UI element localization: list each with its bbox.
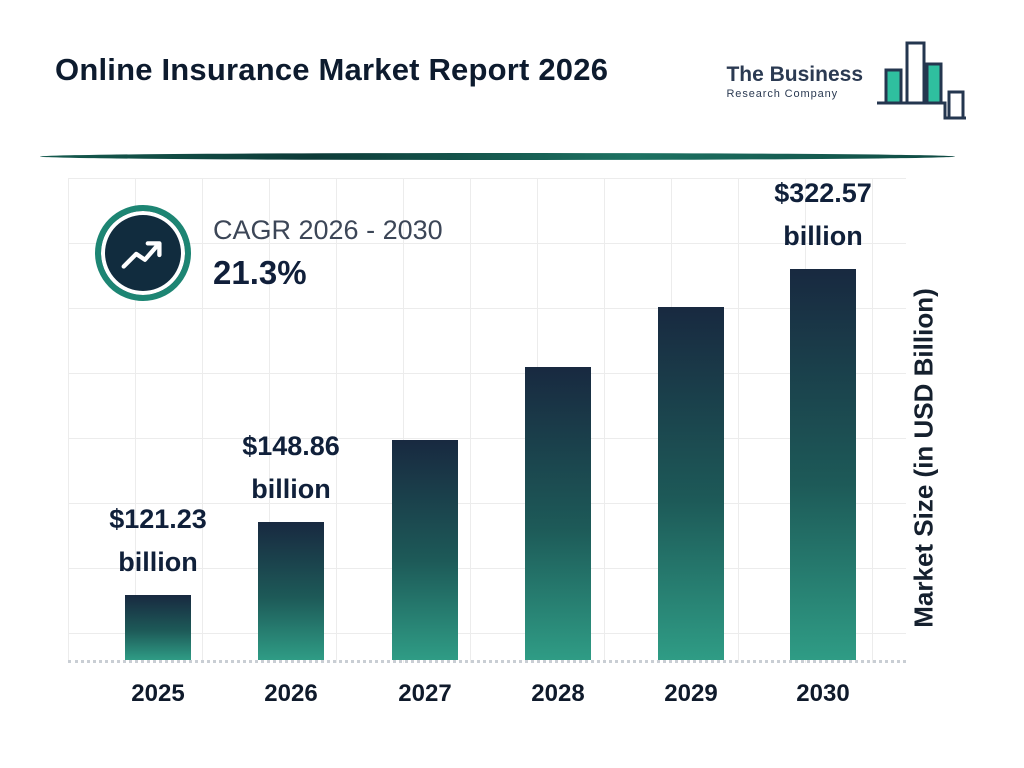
x-axis-tick-label: 2025 — [131, 680, 185, 707]
bar-value-line1: $322.57 — [774, 177, 872, 208]
bar-value-label: $121.23 billion — [43, 498, 273, 585]
bar-value-line2: billion — [118, 547, 198, 578]
x-axis-tick-label: 2029 — [664, 680, 718, 707]
logo-barchart-icon — [877, 41, 966, 120]
bar — [125, 595, 191, 660]
cagr-value: 21.3% — [213, 253, 307, 291]
trending-up-icon — [95, 205, 191, 301]
bar-group: $148.86 billion 2026 — [242, 178, 340, 707]
page-title: Online Insurance Market Report 2026 — [55, 52, 609, 87]
bar — [392, 440, 458, 660]
bar-group: 2027 — [392, 178, 458, 707]
company-logo: The Business Research Company — [726, 40, 969, 122]
bar-group: $121.23 billion 2025 — [109, 178, 207, 707]
bar-group: $322.57 billion 2030 — [774, 178, 872, 707]
y-axis-label: Market Size (in USD Billion) — [908, 288, 939, 628]
bar-chart: $121.23 billion 2025 $148.86 billion 202… — [68, 178, 906, 707]
bar-value-label: $322.57 billion — [708, 172, 938, 259]
bar-value-line2: billion — [783, 221, 863, 252]
bar-group: 2028 — [525, 178, 591, 707]
bar-value-line2: billion — [251, 474, 331, 505]
bar — [790, 269, 856, 660]
bar-group: 2029 — [658, 178, 724, 707]
logo-line1: The Business — [726, 62, 863, 86]
x-axis-tick-label: 2028 — [531, 680, 585, 707]
cagr-label: CAGR 2026 - 2030 — [213, 214, 443, 245]
bar — [525, 367, 591, 660]
cagr-text: CAGR 2026 - 2030 21.3% — [213, 215, 443, 292]
logo-line2: Research Company — [726, 87, 839, 100]
bar-value-line1: $148.86 — [242, 430, 340, 461]
divider — [40, 153, 955, 160]
bar — [658, 307, 724, 660]
x-axis-tick-label: 2026 — [264, 680, 318, 707]
bar — [258, 522, 324, 660]
cagr-annotation: CAGR 2026 - 2030 21.3% — [95, 205, 443, 301]
logo-text: The Business Research Company — [726, 63, 863, 100]
x-axis-tick-label: 2027 — [398, 680, 452, 707]
bar-value-label: $148.86 billion — [176, 425, 406, 512]
bar-value-line1: $121.23 — [109, 503, 207, 534]
x-axis-tick-label: 2030 — [796, 680, 850, 707]
